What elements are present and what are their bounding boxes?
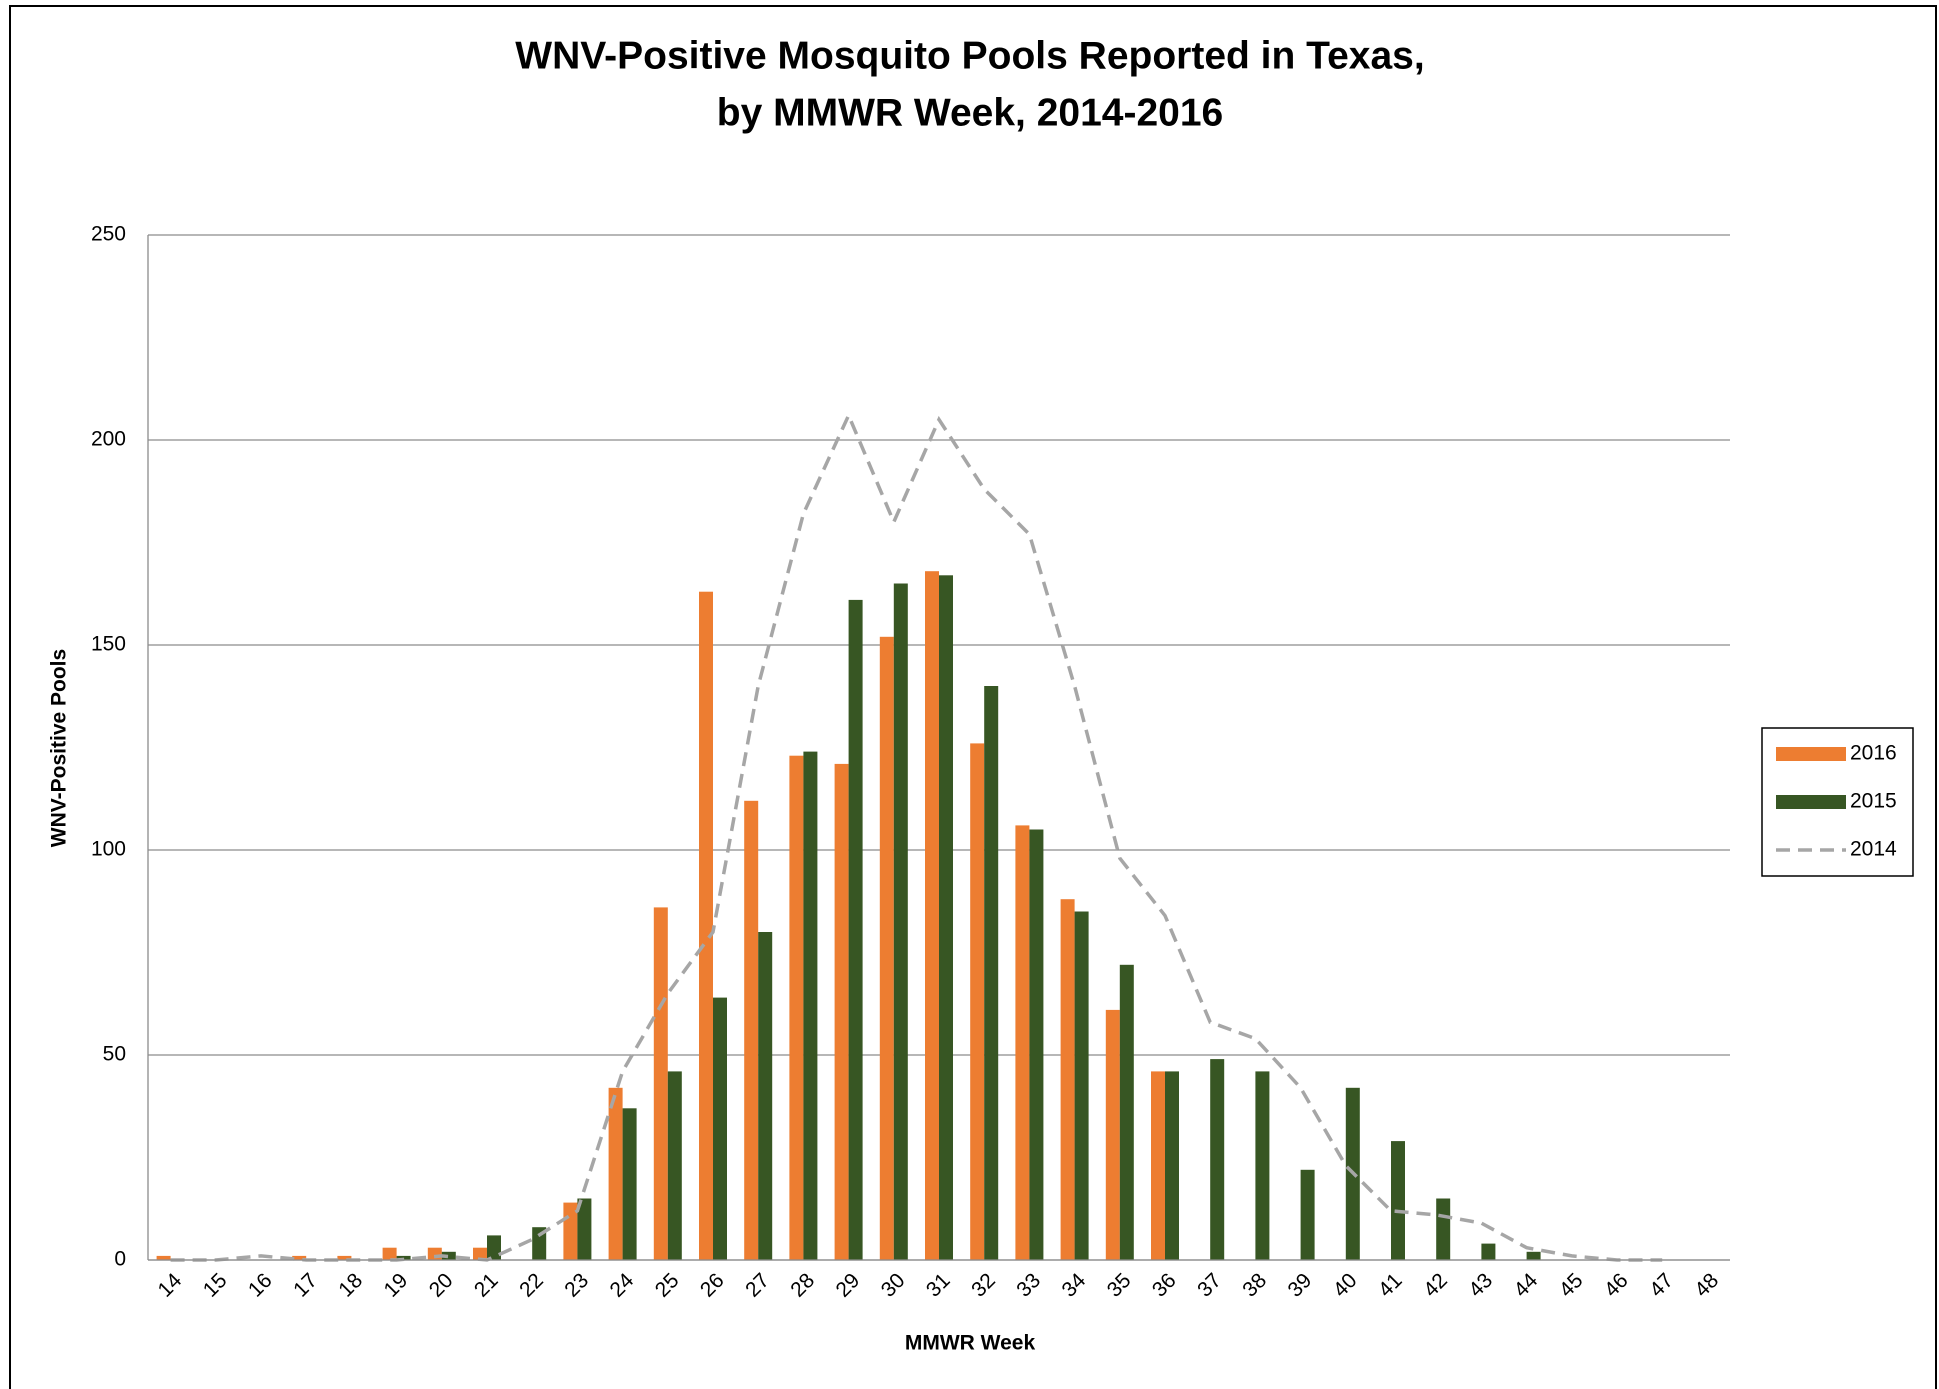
chart-frame — [9, 5, 1937, 1389]
x-tick-label: 46 — [1600, 1269, 1633, 1302]
bar — [1119, 964, 1134, 1260]
bar — [1029, 829, 1044, 1260]
x-tick-label: 40 — [1329, 1269, 1362, 1302]
legend-swatch — [1776, 795, 1846, 809]
bar — [653, 907, 668, 1260]
x-tick-label: 36 — [1148, 1269, 1181, 1302]
y-tick-label: 100 — [91, 838, 126, 861]
y-tick-label: 50 — [103, 1043, 126, 1066]
bar — [1300, 1169, 1315, 1260]
bar — [473, 1247, 487, 1260]
bar — [577, 1198, 592, 1260]
y-tick-label: 250 — [91, 223, 126, 246]
x-tick-label: 27 — [741, 1269, 774, 1302]
legend-swatch — [1776, 747, 1846, 761]
bar — [925, 571, 939, 1260]
x-tick-label: 41 — [1374, 1269, 1407, 1302]
bar — [984, 686, 999, 1260]
y-tick-label: 150 — [91, 633, 126, 656]
bar — [1391, 1141, 1405, 1260]
x-tick-label: 20 — [425, 1269, 458, 1302]
x-tick-label: 22 — [515, 1269, 548, 1302]
x-tick-label: 34 — [1058, 1269, 1091, 1302]
x-tick-label: 25 — [651, 1269, 684, 1302]
legend-label: 2014 — [1850, 838, 1897, 861]
bar — [1015, 825, 1030, 1260]
bar — [667, 1071, 682, 1260]
x-tick-label: 45 — [1555, 1269, 1588, 1302]
x-tick-label: 26 — [696, 1269, 729, 1302]
x-tick-label: 21 — [470, 1269, 503, 1302]
bar — [939, 575, 953, 1260]
bar — [1481, 1243, 1496, 1260]
x-tick-label: 24 — [606, 1269, 639, 1302]
bar — [970, 743, 985, 1260]
bar — [382, 1247, 397, 1260]
x-tick-label: 39 — [1284, 1269, 1317, 1302]
y-tick-label: 200 — [91, 428, 126, 451]
legend-label: 2016 — [1850, 742, 1897, 765]
x-tick-label: 43 — [1464, 1269, 1497, 1302]
x-tick-label: 30 — [877, 1269, 910, 1302]
x-tick-label: 28 — [786, 1269, 819, 1302]
bar — [292, 1255, 307, 1260]
bar — [879, 636, 894, 1260]
x-tick-label: 19 — [380, 1269, 413, 1302]
bar — [1074, 911, 1089, 1260]
bar — [487, 1235, 501, 1260]
x-tick-label: 23 — [560, 1269, 593, 1302]
bar — [1436, 1198, 1451, 1260]
bar — [1255, 1071, 1270, 1260]
x-tick-label: 14 — [154, 1269, 187, 1302]
bar — [1105, 1009, 1120, 1260]
bar — [337, 1255, 352, 1260]
bar — [441, 1251, 456, 1260]
bar — [1151, 1071, 1165, 1260]
bar — [893, 583, 908, 1260]
bar — [803, 751, 818, 1260]
chart-title: by MMWR Week, 2014-2016 — [717, 91, 1224, 134]
x-tick-label: 31 — [922, 1269, 955, 1302]
bar — [1526, 1251, 1541, 1260]
bar — [744, 800, 759, 1260]
bar — [532, 1227, 547, 1260]
bar — [156, 1255, 171, 1260]
bar — [834, 763, 849, 1260]
x-tick-label: 37 — [1193, 1269, 1226, 1302]
x-tick-label: 15 — [199, 1269, 232, 1302]
chart-title: WNV-Positive Mosquito Pools Reported in … — [515, 34, 1424, 77]
x-tick-label: 42 — [1419, 1269, 1452, 1302]
bar — [848, 599, 863, 1260]
bar — [622, 1108, 637, 1260]
x-tick-label: 33 — [1012, 1269, 1045, 1302]
x-tick-label: 35 — [1103, 1269, 1136, 1302]
x-tick-label: 48 — [1690, 1269, 1723, 1302]
bar — [713, 997, 727, 1260]
bar — [1060, 899, 1075, 1260]
bar — [789, 755, 804, 1260]
line — [170, 411, 1663, 1262]
x-tick-label: 47 — [1645, 1269, 1678, 1302]
x-tick-label: 44 — [1510, 1269, 1543, 1302]
bar — [1210, 1059, 1225, 1260]
bar — [608, 1087, 623, 1260]
x-tick-label: 16 — [244, 1269, 277, 1302]
x-tick-label: 18 — [334, 1269, 367, 1302]
x-axis-title: MMWR Week — [905, 1332, 1036, 1355]
x-tick-label: 29 — [832, 1269, 865, 1302]
bar — [699, 591, 713, 1260]
bar — [1165, 1071, 1179, 1260]
y-tick-label: 0 — [114, 1248, 126, 1271]
y-axis-title: WNV-Positive Pools — [48, 649, 71, 847]
x-tick-label: 32 — [967, 1269, 1000, 1302]
x-tick-label: 38 — [1238, 1269, 1271, 1302]
legend-label: 2015 — [1850, 790, 1897, 813]
x-tick-label: 17 — [289, 1269, 322, 1302]
bar — [758, 932, 773, 1260]
